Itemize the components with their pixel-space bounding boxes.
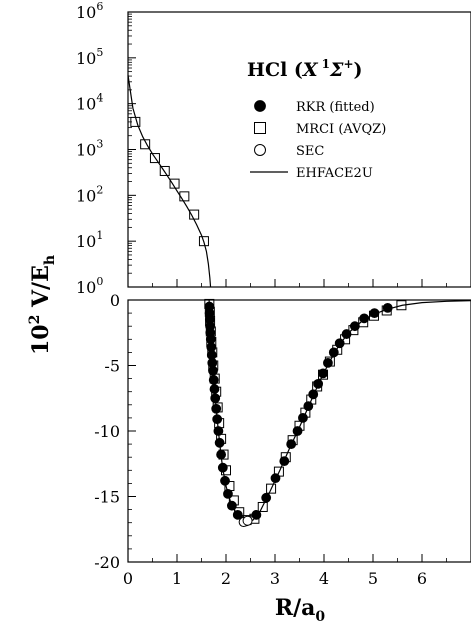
series-rkr-fitted-point — [214, 437, 225, 448]
y-tick-label: -5 — [104, 357, 120, 376]
x-axis-title: R/a0 — [275, 595, 326, 625]
y-tick-label: 0 — [110, 291, 120, 310]
series-mrci-avqz-point — [205, 315, 216, 326]
y-tick-label: 101 — [76, 229, 103, 251]
series-rkr-fitted-point — [217, 462, 228, 473]
series-mrci-avqz-point — [208, 360, 219, 371]
y-tick-label: -20 — [94, 553, 120, 572]
series-rkr-fitted-point — [349, 321, 360, 332]
y-tick-label: -10 — [94, 422, 120, 441]
series-mrci-avqz-point — [348, 325, 359, 336]
series-rkr-fitted-point — [292, 426, 303, 436]
y-axis-title: 102 V/Eh — [27, 255, 58, 355]
series-rkr-fitted-point — [328, 347, 339, 358]
y-tick-label: 106 — [76, 0, 103, 22]
series-mrci-avqz-point — [221, 465, 231, 476]
series-mrci-avqz-point — [287, 435, 298, 446]
series-mrci-avqz-point — [224, 481, 235, 492]
series-rkr-fitted-point — [213, 426, 224, 436]
series-mrci-avqz-point — [306, 394, 317, 405]
series-rkr-fitted-point — [261, 492, 272, 503]
series-mrci-avqz-point — [206, 336, 217, 347]
series-ehface2u-line — [208, 299, 471, 523]
series-rkr-fitted-point — [359, 313, 370, 324]
series-mrci-avqz-point — [318, 369, 329, 380]
series-rkr-fitted-point — [270, 473, 281, 484]
series-mrci-avqz-point — [130, 116, 141, 127]
legend-label: RKR (fitted) — [296, 100, 375, 115]
series-mrci-avqz-point — [214, 418, 225, 429]
series-mrci-avqz-point — [332, 344, 343, 355]
series-mrci-avqz-point — [273, 466, 284, 477]
series-mrci-avqz-point — [140, 139, 151, 150]
bottom-panel-series — [204, 298, 471, 528]
series-mrci-avqz-point — [207, 347, 218, 358]
series-mrci-avqz-point — [300, 407, 311, 418]
series-sec-point — [242, 515, 253, 526]
series-mrci-avqz-point — [396, 300, 407, 311]
legend: RKR (fitted) MRCI (AVQZ) SEC EHFACE2U — [250, 100, 386, 181]
legend-label: SEC — [296, 144, 324, 159]
series-mrci-avqz-point — [228, 495, 239, 506]
series-rkr-fitted-point — [286, 439, 297, 450]
legend-marker — [254, 122, 266, 134]
series-mrci-avqz-point — [179, 191, 190, 202]
top-panel-y-axis: 100 101 102 103 104 105 106 — [76, 0, 136, 297]
series-rkr-fitted-point — [216, 449, 227, 460]
series-mrci-avqz-point — [294, 420, 305, 431]
series-mrci-avqz-point — [358, 317, 369, 328]
y-tick-label: -15 — [94, 488, 120, 507]
series-mrci-avqz-point — [204, 298, 215, 309]
series-mrci-avqz-point — [324, 356, 335, 367]
series-mrci-avqz-point — [149, 153, 160, 164]
series-mrci-avqz-point — [312, 381, 323, 392]
series-mrci-avqz-point — [211, 386, 222, 397]
x-tick-label: 3 — [270, 569, 280, 588]
series-mrci-avqz-point — [340, 334, 351, 345]
series-mrci-avqz-point — [159, 165, 170, 176]
series-mrci-avqz-point — [216, 433, 227, 444]
series-mrci-avqz-point — [198, 236, 209, 247]
series-mrci-avqz-point — [218, 449, 229, 460]
series-mrci-avqz-point — [169, 178, 180, 189]
series-rkr-fitted-point — [303, 401, 314, 412]
series-mrci-avqz-point — [209, 373, 220, 384]
y-tick-label: 102 — [76, 183, 103, 205]
series-mrci-avqz-point — [205, 326, 216, 337]
series-mrci-avqz-point — [280, 452, 291, 463]
x-tick-label: 4 — [319, 569, 329, 588]
legend-label: EHFACE2U — [296, 166, 373, 181]
y-tick-label: 105 — [76, 46, 103, 68]
series-mrci-avqz-point — [212, 402, 223, 413]
series-rkr-fitted-point — [211, 403, 222, 414]
x-tick-label: 0 — [123, 569, 133, 588]
series-rkr-fitted-point — [212, 414, 223, 425]
bottom-panel-y-axis: 0 -5 -10 -15 -20 — [94, 291, 136, 572]
y-tick-label: 103 — [76, 138, 103, 160]
x-tick-label: 6 — [417, 569, 427, 588]
x-axis: 0 1 2 3 4 5 6 — [123, 279, 447, 588]
series-rkr-fitted-point — [369, 308, 380, 319]
series-mrci-avqz-point — [234, 507, 245, 518]
series-mrci-avqz-point — [368, 310, 379, 321]
x-tick-label: 1 — [172, 569, 182, 588]
top-panel-series — [127, 75, 212, 288]
legend-marker — [254, 144, 266, 156]
series-mrci-avqz-point — [381, 305, 392, 316]
chart-title: HCl (X 1Σ+) — [247, 57, 363, 81]
x-tick-label: 5 — [368, 569, 378, 588]
series-mrci-avqz-point — [257, 501, 268, 512]
series-rkr-fitted-point — [279, 456, 290, 467]
x-tick-label: 2 — [221, 569, 231, 588]
series-rkr-fitted-point — [334, 338, 345, 349]
series-ehface2u-line — [127, 75, 212, 288]
series-mrci-avqz-point — [266, 483, 277, 494]
y-tick-label: 104 — [76, 92, 103, 114]
y-tick-label: 100 — [76, 275, 103, 297]
series-mrci-avqz-point — [189, 209, 200, 220]
legend-label: MRCI (AVQZ) — [296, 122, 386, 137]
legend-marker — [254, 100, 266, 112]
